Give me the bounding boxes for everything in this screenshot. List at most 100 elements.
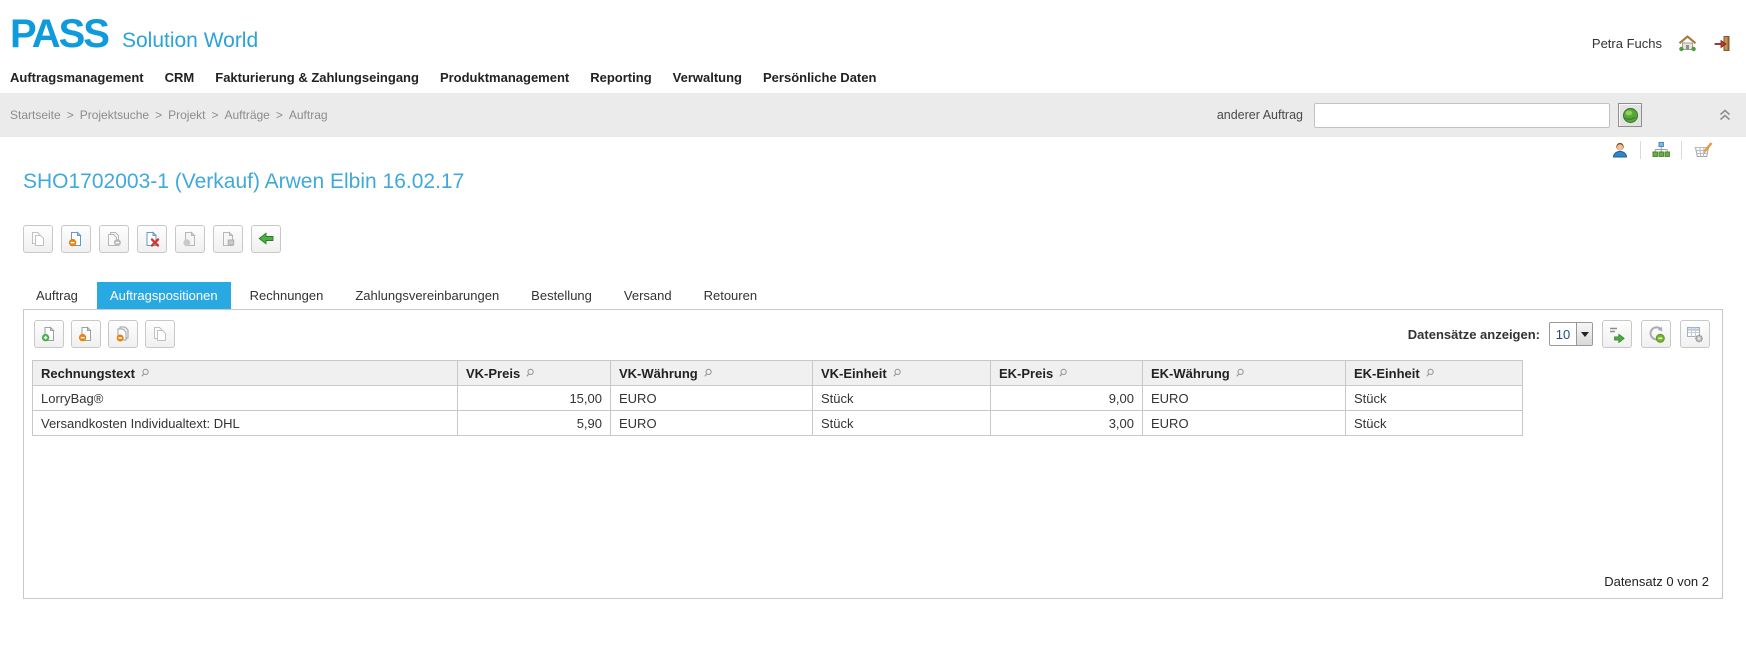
add-position-button[interactable] — [34, 320, 64, 348]
nav-item-verwaltung[interactable]: Verwaltung — [672, 70, 742, 85]
tab-auftragspositionen[interactable]: Auftragspositionen — [96, 282, 231, 309]
cell-vk-preis: 15,00 — [457, 385, 611, 411]
refresh-minus-icon — [1649, 326, 1665, 343]
table-settings-button — [1680, 320, 1710, 348]
pass-logo[interactable]: PASS — [10, 12, 110, 56]
copy-documents-icon — [154, 327, 166, 341]
sitemap-icon[interactable] — [1641, 142, 1681, 158]
column-search-icon[interactable] — [140, 368, 150, 378]
cell-vk-einheit: Stück — [812, 385, 991, 411]
nav-item-persoenliche-daten[interactable]: Persönliche Daten — [763, 70, 877, 85]
go-globe-button[interactable] — [1618, 103, 1642, 127]
column-header-label: Rechnungstext — [41, 365, 135, 381]
page-size-select[interactable]: 10 — [1549, 322, 1593, 346]
logout-icon[interactable] — [1712, 33, 1732, 53]
cell-rechnungstext: LorryBag® — [32, 385, 458, 411]
position-actions — [34, 320, 175, 348]
positions-panel: Datensätze anzeigen: 10 — [23, 309, 1723, 599]
tab-zahlungsvereinbarungen[interactable]: Zahlungsvereinbarungen — [355, 288, 500, 303]
other-order-input[interactable] — [1314, 102, 1610, 128]
column-header-vk-preis[interactable]: VK-Preis — [457, 360, 611, 386]
nav-item-produktmanagement[interactable]: Produktmanagement — [439, 70, 570, 85]
copy-documents-icon — [32, 232, 44, 246]
remove-position-button[interactable] — [71, 320, 101, 348]
positions-toolbar: Datensätze anzeigen: 10 — [24, 310, 1722, 348]
person-icon[interactable] — [1600, 141, 1640, 159]
tab-auftrag[interactable]: Auftrag — [36, 288, 78, 303]
page-size-value: 10 — [1555, 326, 1571, 342]
nav-item-crm[interactable]: CRM — [164, 70, 195, 85]
breadcrumb-separator: > — [211, 108, 219, 122]
column-search-icon[interactable] — [892, 368, 902, 378]
breadcrumb-item-projektsuche[interactable]: Projektsuche — [79, 108, 150, 122]
chevron-down-icon — [1580, 331, 1589, 337]
table-gear-icon — [1687, 327, 1703, 343]
document-minus-icon — [68, 231, 82, 247]
cell-vk-waehrung: EURO — [610, 385, 813, 411]
column-header-ek-preis[interactable]: EK-Preis — [990, 360, 1143, 386]
column-header-vk-einheit[interactable]: VK-Einheit — [812, 360, 991, 386]
other-order-search: anderer Auftrag — [1216, 102, 1642, 128]
column-header-label: VK-Einheit — [821, 365, 887, 381]
document-plus-icon — [41, 326, 55, 342]
order-tabs: Auftrag Auftragspositionen Rechnungen Za… — [23, 282, 1723, 309]
collapse-chevron-icon[interactable] — [1718, 108, 1732, 122]
cell-ek-waehrung: EURO — [1142, 385, 1346, 411]
filter-arrow-icon — [1610, 327, 1625, 343]
delete-order-button[interactable] — [137, 225, 167, 253]
column-search-icon[interactable] — [525, 368, 535, 378]
table-row[interactable]: Versandkosten Individualtext: DHL 5,90 E… — [32, 410, 1523, 436]
column-header-label: EK-Währung — [1151, 365, 1230, 381]
cell-vk-preis: 5,90 — [457, 410, 611, 436]
tab-versand[interactable]: Versand — [623, 288, 672, 303]
breadcrumb-separator: > — [155, 108, 163, 122]
breadcrumb-separator: > — [275, 108, 283, 122]
cell-ek-preis: 3,00 — [990, 410, 1143, 436]
nav-item-fakturierung[interactable]: Fakturierung & Zahlungseingang — [215, 70, 419, 85]
remove-all-positions-button[interactable] — [108, 320, 138, 348]
gray-document-icon — [223, 231, 235, 246]
nav-item-auftragsmanagement[interactable]: Auftragsmanagement — [10, 70, 144, 85]
record-status: Datensatz 0 von 2 — [1604, 574, 1709, 589]
cell-rechnungstext: Versandkosten Individualtext: DHL — [32, 410, 458, 436]
records-label: Datensätze anzeigen: — [1407, 326, 1540, 342]
column-header-ek-einheit[interactable]: EK-Einheit — [1345, 360, 1523, 386]
cell-vk-waehrung: EURO — [610, 410, 813, 436]
user-area: Petra Fuchs — [1592, 33, 1732, 53]
document-minus-icon — [78, 326, 92, 342]
column-search-icon[interactable] — [703, 368, 713, 378]
column-search-icon[interactable] — [1425, 368, 1435, 378]
breadcrumb-item-projekt[interactable]: Projekt — [168, 108, 206, 122]
documents-minus-icon — [116, 326, 129, 342]
top-header: PASS Solution World Petra Fuchs — [0, 0, 1746, 62]
breadcrumb-item-auftraege[interactable]: Aufträge — [224, 108, 270, 122]
deactivate-order-button[interactable] — [61, 225, 91, 253]
column-header-rechnungstext[interactable]: Rechnungstext — [32, 360, 458, 386]
order-toolbar — [23, 225, 1723, 253]
copy-position-button — [145, 320, 175, 348]
cell-ek-einheit: Stück — [1345, 385, 1523, 411]
page-size-dropdown-button[interactable] — [1576, 323, 1592, 345]
column-header-label: EK-Einheit — [1354, 365, 1420, 381]
breadcrumb-item-auftrag[interactable]: Auftrag — [288, 108, 328, 122]
gray-document-icon — [183, 231, 196, 246]
column-search-icon[interactable] — [1058, 368, 1068, 378]
apply-filter-button[interactable] — [1602, 320, 1632, 348]
home-icon[interactable] — [1677, 33, 1697, 53]
table-row[interactable]: LorryBag® 15,00 EURO Stück 9,00 EURO Stü… — [32, 385, 1523, 411]
tab-rechnungen[interactable]: Rechnungen — [249, 288, 324, 303]
back-button[interactable] — [251, 225, 281, 253]
breadcrumb-item-startseite[interactable]: Startseite — [10, 108, 61, 122]
tab-retouren[interactable]: Retouren — [703, 288, 758, 303]
nav-item-reporting[interactable]: Reporting — [590, 70, 652, 85]
column-header-vk-waehrung[interactable]: VK-Währung — [610, 360, 813, 386]
cell-ek-preis: 9,00 — [990, 385, 1143, 411]
tab-bestellung[interactable]: Bestellung — [531, 288, 592, 303]
column-header-label: VK-Preis — [466, 365, 521, 381]
column-header-ek-waehrung[interactable]: EK-Währung — [1142, 360, 1346, 386]
other-order-label: anderer Auftrag — [1216, 108, 1303, 122]
column-search-icon[interactable] — [1235, 368, 1245, 378]
basket-pencil-icon[interactable] — [1682, 141, 1724, 159]
cell-ek-einheit: Stück — [1345, 410, 1523, 436]
refresh-button[interactable] — [1641, 320, 1671, 348]
